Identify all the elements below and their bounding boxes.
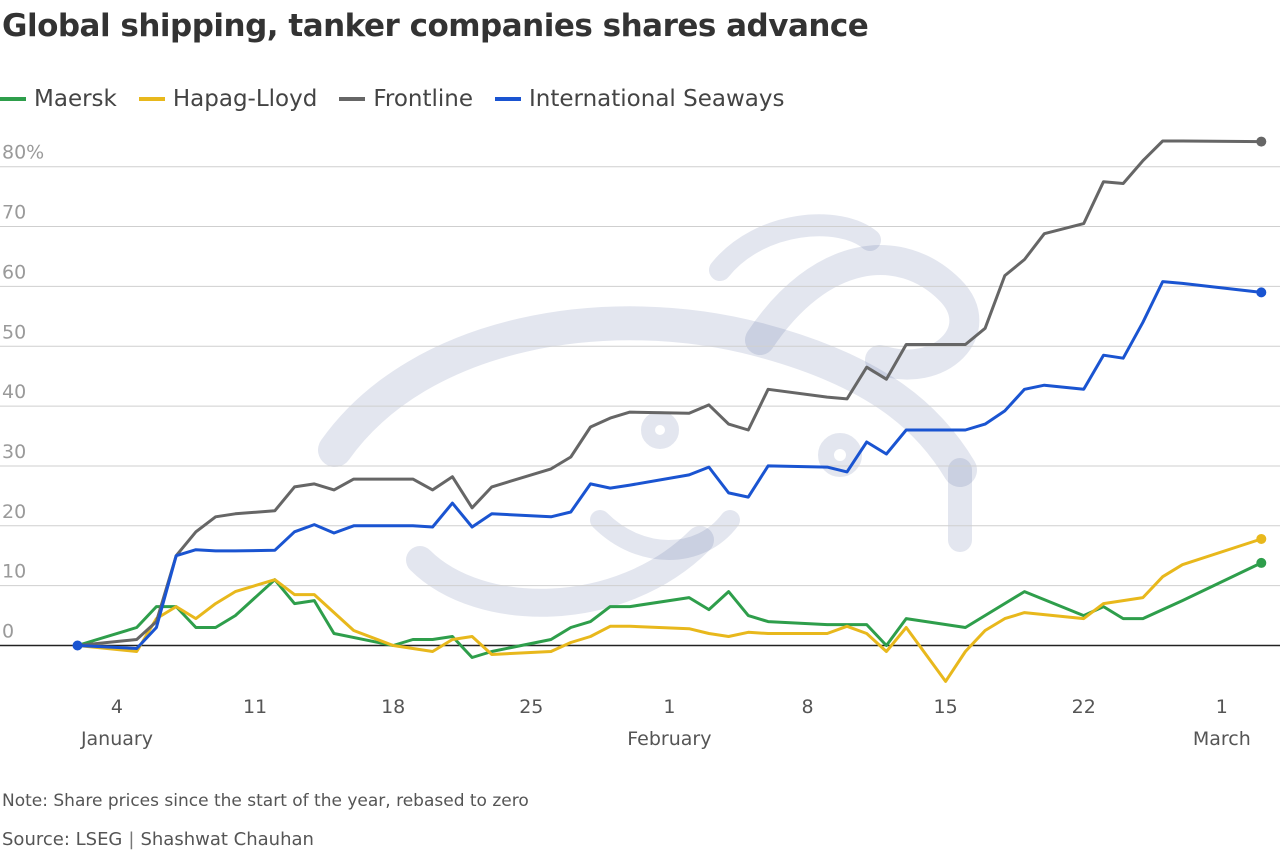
y-tick-label: 80% [2, 142, 44, 164]
series-line-international-seaways [76, 280, 1263, 650]
legend-item-frontline: Frontline [339, 86, 473, 112]
y-tick-label: 30 [2, 441, 26, 463]
legend-label: Hapag-Lloyd [172, 86, 318, 112]
series-end-point-maersk [1256, 557, 1267, 568]
source-line: Source: LSEG | Shashwat Chauhan [2, 829, 314, 850]
legend-label: International Seaways [529, 86, 785, 112]
series-line-frontline [76, 139, 1263, 647]
legend-item-hapag-lloyd: Hapag-Lloyd [138, 86, 318, 112]
series-end-point-hapag-lloyd [1256, 533, 1267, 544]
x-tick-label: 1 [1216, 696, 1228, 718]
source-separator: | [128, 829, 135, 850]
x-month-label: January [80, 728, 153, 750]
legend-item-maersk: Maersk [0, 86, 117, 112]
legend-swatch-icon [495, 97, 522, 101]
legend-item-international-seaways: International Seaways [495, 86, 784, 112]
y-tick-label: 20 [2, 501, 26, 523]
x-month-label: February [627, 728, 711, 750]
x-month-label: March [1193, 728, 1251, 750]
x-tick-label: 18 [381, 696, 405, 718]
source-author: Shashwat Chauhan [140, 829, 314, 850]
series-line-maersk [76, 561, 1263, 659]
series-start-point [72, 640, 83, 651]
x-tick-label: 1 [663, 696, 675, 718]
x-tick-label: 25 [519, 696, 543, 718]
y-tick-label: 60 [2, 261, 26, 283]
chart-title: Global shipping, tanker companies shares… [2, 8, 869, 44]
series-end-point-international-seaways [1256, 287, 1267, 298]
y-tick-label: 10 [2, 561, 26, 583]
legend-swatch-icon [339, 97, 366, 101]
legend-swatch-icon [138, 97, 165, 101]
series-end-point-frontline [1256, 136, 1267, 147]
x-tick-label: 11 [243, 696, 267, 718]
source-text: Source: LSEG [2, 829, 123, 850]
legend-label: Frontline [373, 86, 474, 112]
x-tick-label: 4 [111, 696, 123, 718]
calligraphy-watermark-icon [318, 214, 980, 617]
legend: Maersk Hapag-Lloyd Frontline International … [0, 86, 784, 112]
chart-note: Note: Share prices since the start of th… [2, 791, 529, 811]
legend-label: Maersk [34, 86, 117, 112]
y-tick-label: 0 [2, 621, 14, 643]
x-tick-label: 15 [934, 696, 958, 718]
y-tick-label: 50 [2, 321, 26, 343]
x-tick-label: 22 [1072, 696, 1096, 718]
x-tick-label: 8 [801, 696, 813, 718]
series-line-hapag-lloyd [76, 537, 1263, 683]
y-tick-label: 40 [2, 381, 26, 403]
y-tick-label: 70 [2, 202, 26, 224]
legend-swatch-icon [0, 97, 26, 101]
